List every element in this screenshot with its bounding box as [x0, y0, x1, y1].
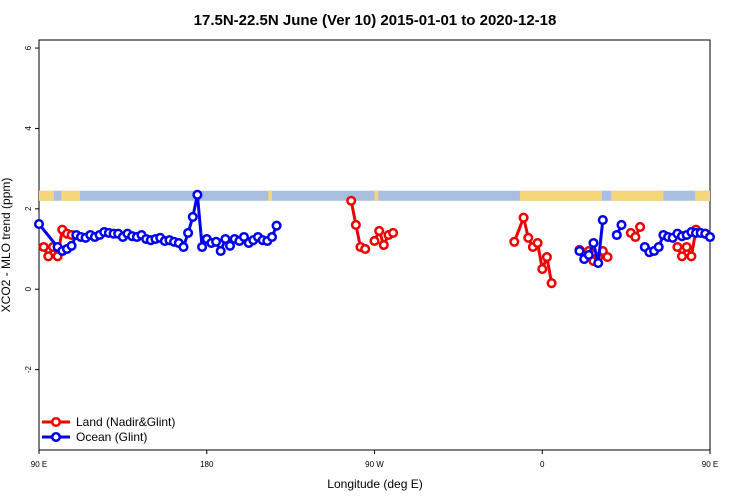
ocean-data-point [197, 241, 208, 253]
land-data-point [350, 219, 361, 230]
land-data-point [686, 251, 697, 262]
ocean-data-point [66, 240, 77, 251]
land-data-point [523, 232, 534, 243]
y-tick-label: -2 [24, 366, 33, 374]
ocean-data-point [588, 237, 599, 249]
y-tick-label: 6 [24, 45, 33, 50]
legend-label-ocean: Ocean (Glint) [76, 430, 147, 444]
ocean-data-point [653, 241, 664, 253]
land-data-point [38, 241, 49, 253]
ocean-data-point [211, 236, 222, 247]
land-data-point [374, 225, 385, 236]
land-data-point [369, 235, 380, 247]
land-data-point [541, 252, 552, 263]
axis-ticks: 90 E 180 90 W 0 90 E -2 0 2 4 6 [24, 45, 718, 469]
y-tick-label: 4 [24, 126, 33, 131]
ocean-data-point [597, 215, 608, 226]
land-data-point [43, 251, 54, 262]
ocean-data-point [583, 249, 594, 261]
ocean-data-point [266, 231, 278, 243]
ocean-data-point [33, 219, 45, 230]
y-tick-label: 0 [24, 286, 33, 291]
x-tick-label: 90 W [365, 460, 384, 469]
land-data-point [546, 278, 557, 289]
land-segment [374, 190, 379, 201]
ocean-data-point [178, 241, 189, 253]
land-data-point [509, 236, 520, 247]
x-tick-label: 180 [200, 460, 214, 469]
land-data-point [635, 221, 646, 232]
x-tick-label: 0 [540, 460, 545, 469]
legend-marker-land [50, 416, 62, 428]
chart-title: 17.5N-22.5N June (Ver 10) 2015-01-01 to … [194, 12, 557, 29]
land-data-point [602, 252, 613, 263]
x-tick-label: 90 E [31, 460, 47, 469]
ocean-data-point [704, 231, 716, 243]
y-tick-label: 2 [24, 206, 33, 211]
land-segment [268, 190, 272, 201]
land-data-point [378, 239, 389, 251]
series-layer [33, 189, 716, 289]
x-axis-label: Longitude (deg E) [327, 477, 422, 491]
ocean-data-point [215, 245, 226, 257]
land-data-point [360, 243, 371, 255]
legend-label-land: Land (Nadir&Glint) [76, 415, 175, 429]
land-ocean-strip [39, 190, 710, 201]
land-data-point [672, 241, 683, 253]
land-segment [611, 190, 664, 201]
land-data-point [630, 231, 641, 243]
land-data-point [388, 227, 399, 238]
land-data-point [676, 251, 688, 262]
land-data-point [346, 195, 357, 206]
land-segment [61, 190, 81, 201]
legend-marker-ocean [50, 431, 62, 443]
land-segment [695, 190, 710, 201]
ocean-data-point [616, 219, 627, 230]
x-tick-label: 90 E [702, 460, 718, 469]
ocean-data-point [574, 245, 585, 257]
land-data-point [518, 212, 529, 223]
legend: Land (Nadir&Glint) Ocean (Glint) [42, 415, 175, 444]
land-segment [519, 190, 602, 201]
ocean-data-point [593, 258, 604, 269]
land-segment [39, 190, 54, 201]
ocean-data-point [187, 211, 198, 222]
ocean-data-point [224, 240, 236, 251]
ocean-data-point [611, 229, 622, 241]
ocean-data-point [271, 220, 282, 231]
y-axis-label: XCO2 - MLO trend (ppm) [0, 178, 13, 313]
ocean-data-point [192, 189, 203, 200]
land-data-point [537, 264, 548, 275]
land-data-point [532, 237, 543, 249]
land-data-point [681, 241, 692, 253]
ocean-data-point [220, 233, 231, 245]
ocean-data-point [183, 227, 194, 238]
